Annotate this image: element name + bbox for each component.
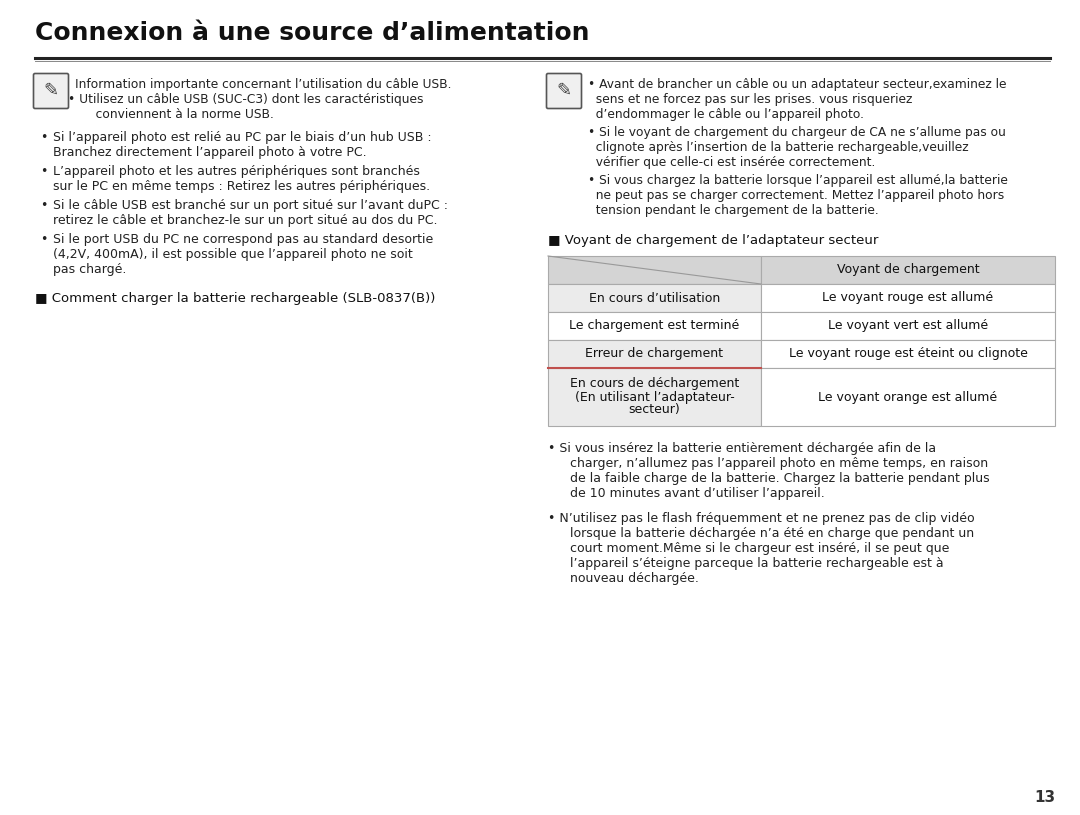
Bar (761, 284, 1055, 312)
Text: • Si vous chargez la batterie lorsque l’appareil est allumé,la batterie: • Si vous chargez la batterie lorsque l’… (588, 174, 1008, 187)
Text: pas chargé.: pas chargé. (53, 263, 126, 276)
Text: l’appareil s’éteigne parceque la batterie rechargeable est à: l’appareil s’éteigne parceque la batteri… (562, 557, 944, 570)
Text: sur le PC en même temps : Retirez les autres périphériques.: sur le PC en même temps : Retirez les au… (53, 180, 430, 193)
Bar (548, 284, 761, 312)
Text: conviennent à la norme USB.: conviennent à la norme USB. (84, 108, 274, 121)
Text: En cours de déchargement: En cours de déchargement (570, 377, 739, 390)
Text: clignote après l’insertion de la batterie rechargeable,veuillez: clignote après l’insertion de la batteri… (588, 141, 969, 154)
Bar (548, 312, 761, 340)
Text: • Si vous insérez la batterie entièrement déchargée afin de la: • Si vous insérez la batterie entièremen… (548, 442, 936, 455)
Text: En cours d’utilisation: En cours d’utilisation (589, 292, 720, 305)
Text: ■ Comment charger la batterie rechargeable (SLB-0837(B)): ■ Comment charger la batterie rechargeab… (35, 292, 435, 305)
Text: Le voyant rouge est éteint ou clignote: Le voyant rouge est éteint ou clignote (788, 347, 1027, 360)
Text: d’endommager le câble ou l’appareil photo.: d’endommager le câble ou l’appareil phot… (588, 108, 864, 121)
Text: Si l’appareil photo est relié au PC par le biais d’un hub USB :: Si l’appareil photo est relié au PC par … (53, 131, 432, 144)
Bar (548, 368, 761, 426)
Text: ne peut pas se charger correctement. Mettez l’appareil photo hors: ne peut pas se charger correctement. Met… (588, 189, 1004, 202)
Text: •: • (40, 131, 48, 144)
Bar (548, 256, 761, 284)
Text: retirez le câble et branchez-le sur un port situé au dos du PC.: retirez le câble et branchez-le sur un p… (53, 214, 437, 227)
Text: (4,2V, 400mA), il est possible que l’appareil photo ne soit: (4,2V, 400mA), il est possible que l’app… (53, 248, 413, 261)
FancyBboxPatch shape (546, 73, 581, 108)
Bar (548, 340, 761, 368)
Text: sens et ne forcez pas sur les prises. vous risqueriez: sens et ne forcez pas sur les prises. vo… (588, 93, 913, 106)
Text: de la faible charge de la batterie. Chargez la batterie pendant plus: de la faible charge de la batterie. Char… (562, 472, 989, 485)
Text: court moment.Même si le chargeur est inséré, il se peut que: court moment.Même si le chargeur est ins… (562, 542, 949, 555)
Text: vérifier que celle-ci est insérée correctement.: vérifier que celle-ci est insérée correc… (588, 156, 876, 169)
Text: •: • (40, 233, 48, 246)
Text: 13: 13 (1034, 790, 1055, 805)
Text: Voyant de chargement: Voyant de chargement (837, 263, 980, 276)
Text: lorsque la batterie déchargée n’a été en charge que pendant un: lorsque la batterie déchargée n’a été en… (562, 527, 974, 540)
Text: Le chargement est terminé: Le chargement est terminé (569, 319, 740, 333)
Text: • N’utilisez pas le flash fréquemment et ne prenez pas de clip vidéo: • N’utilisez pas le flash fréquemment et… (548, 512, 974, 525)
FancyBboxPatch shape (33, 73, 68, 108)
Text: Le voyant orange est allumé: Le voyant orange est allumé (819, 390, 998, 403)
Text: charger, n’allumez pas l’appareil photo en même temps, en raison: charger, n’allumez pas l’appareil photo … (562, 457, 988, 470)
Text: •: • (40, 199, 48, 212)
Text: ■ Voyant de chargement de l’adaptateur secteur: ■ Voyant de chargement de l’adaptateur s… (548, 234, 878, 247)
Text: nouveau déchargée.: nouveau déchargée. (562, 572, 699, 585)
Text: secteur): secteur) (629, 403, 680, 416)
Text: L’appareil photo et les autres périphériques sont branchés: L’appareil photo et les autres périphéri… (53, 165, 420, 178)
Text: (En utilisant l’adaptateur-: (En utilisant l’adaptateur- (575, 390, 734, 403)
Text: Le voyant rouge est allumé: Le voyant rouge est allumé (822, 292, 994, 305)
Bar (761, 340, 1055, 368)
Bar (761, 312, 1055, 340)
Text: Le voyant vert est allumé: Le voyant vert est allumé (828, 319, 988, 333)
Text: Information importante concernant l’utilisation du câble USB.: Information importante concernant l’util… (75, 78, 451, 91)
Bar (761, 256, 1055, 284)
Text: Connexion à une source d’alimentation: Connexion à une source d’alimentation (35, 21, 590, 45)
Text: Branchez directement l’appareil photo à votre PC.: Branchez directement l’appareil photo à … (53, 146, 366, 159)
Text: •: • (40, 165, 48, 178)
Text: • Utilisez un câble USB (SUC-C3) dont les caractéristiques: • Utilisez un câble USB (SUC-C3) dont le… (68, 93, 423, 106)
Text: ✎: ✎ (556, 82, 571, 100)
Text: tension pendant le chargement de la batterie.: tension pendant le chargement de la batt… (588, 204, 879, 217)
Text: • Si le voyant de chargement du chargeur de CA ne s’allume pas ou: • Si le voyant de chargement du chargeur… (588, 126, 1005, 139)
Text: de 10 minutes avant d’utiliser l’appareil.: de 10 minutes avant d’utiliser l’apparei… (562, 487, 825, 500)
Bar (761, 368, 1055, 426)
Text: Erreur de chargement: Erreur de chargement (585, 347, 724, 360)
Text: Si le port USB du PC ne correspond pas au standard desortie: Si le port USB du PC ne correspond pas a… (53, 233, 433, 246)
Text: • Avant de brancher un câble ou un adaptateur secteur,examinez le: • Avant de brancher un câble ou un adapt… (588, 78, 1007, 91)
Text: ✎: ✎ (43, 82, 58, 100)
Text: Si le câble USB est branché sur un port situé sur l’avant duPC :: Si le câble USB est branché sur un port … (53, 199, 448, 212)
